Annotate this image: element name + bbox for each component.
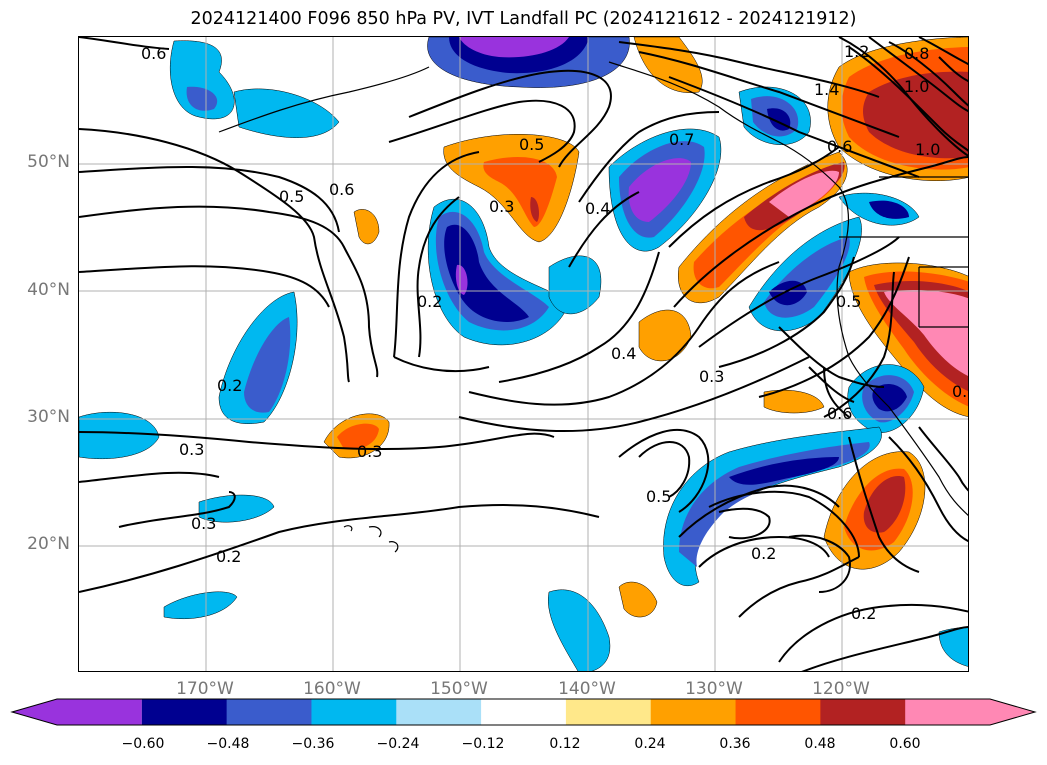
negative-anomaly-area: [444, 224, 529, 322]
lon-label-130w: 130°W: [685, 679, 743, 699]
gridlines: [79, 37, 968, 671]
map-canvas: 0.6 0.5 0.6 0.5 0.3 0.4 0.7 0.2 0.2 0.3 …: [79, 37, 969, 671]
colorbar-swatch: [481, 699, 567, 725]
contour-label: 0.5: [836, 292, 861, 311]
contour-label: 0.3: [952, 382, 969, 401]
negative-anomaly-area: [938, 626, 968, 667]
negative-anomaly-area: [198, 494, 275, 523]
map-panel[interactable]: 0.6 0.5 0.6 0.5 0.3 0.4 0.7 0.2 0.2 0.3 …: [78, 36, 969, 672]
contour-label: 0.2: [851, 604, 876, 623]
contour-label: 0.8: [904, 44, 929, 63]
contour-label: 0.3: [699, 367, 724, 386]
contour-label: 0.5: [279, 187, 304, 206]
colorbar-tick: −0.36: [291, 736, 335, 752]
colorbar-tick: −0.24: [376, 736, 420, 752]
negative-anomaly-area: [163, 591, 238, 620]
contour-label: 0.2: [417, 292, 442, 311]
lon-label-160w: 160°W: [303, 679, 361, 699]
positive-anomaly-area: [863, 476, 906, 533]
positive-anomaly-area: [337, 423, 379, 450]
positive-anomaly-area: [618, 581, 658, 618]
contour-label: 1.2: [844, 42, 869, 61]
lon-label-150w: 150°W: [430, 679, 488, 699]
contour-label: 0.4: [585, 199, 610, 218]
lon-label-140w: 140°W: [558, 679, 616, 699]
colorbar-tick: 0.24: [634, 736, 666, 752]
negative-anomaly-area: [244, 317, 291, 413]
contour-label: 1.4: [814, 80, 839, 99]
contour-label: 0.3: [489, 197, 514, 216]
contour-label: 0.6: [827, 137, 852, 156]
negative-anomaly-area: [455, 264, 468, 295]
positive-anomaly-area: [638, 309, 692, 362]
contour-label-group: 0.6 0.5 0.6 0.5 0.3 0.4 0.7 0.2 0.2 0.3 …: [141, 42, 969, 623]
colorbar-swatch: [226, 699, 312, 725]
negative-anomaly-area: [459, 37, 569, 58]
negative-anomaly-area: [79, 412, 160, 460]
colorbar-tick: 0.12: [549, 736, 581, 752]
shaded-fields: [79, 37, 968, 671]
map-title: 2024121400 F096 850 hPa PV, IVT Landfall…: [190, 9, 857, 29]
contour-label: 0.2: [216, 547, 241, 566]
colorbar-tick: 0.60: [889, 736, 921, 752]
positive-anomaly-area: [769, 170, 839, 217]
contour-label: 0.3: [357, 442, 382, 461]
colorbar-swatch: [141, 699, 228, 725]
contour-label: 0.3: [191, 514, 216, 533]
lat-label-30n: 30°N: [27, 407, 70, 427]
lat-label-50n: 50°N: [27, 152, 70, 172]
negative-anomaly-area: [872, 383, 907, 412]
negative-anomaly-area: [233, 88, 340, 138]
contour-label: 0.2: [751, 544, 776, 563]
negative-anomaly-area: [869, 200, 909, 219]
colorbar-swatch: [311, 699, 397, 725]
negative-anomaly-area: [170, 40, 235, 120]
negative-anomaly-area: [547, 589, 611, 671]
positive-anomaly-area: [863, 71, 968, 159]
lon-label-170w: 170°W: [176, 679, 234, 699]
colorbar-swatch: [12, 699, 142, 725]
colorbar-tick: −0.12: [461, 736, 505, 752]
contour-label: 0.5: [519, 135, 544, 154]
contour-lines: [79, 37, 968, 671]
negative-anomaly-area: [548, 255, 602, 315]
lat-label-20n: 20°N: [27, 534, 70, 554]
contour-label: 0.2: [217, 376, 242, 395]
colorbar-swatch: [565, 699, 652, 725]
contour-label: 0.6: [329, 180, 354, 199]
negative-anomaly-area: [729, 457, 839, 485]
lon-label-120w: 120°W: [812, 679, 870, 699]
positive-anomaly-area: [763, 389, 825, 414]
colorbar-swatch: [650, 699, 737, 725]
contour-label: 1.0: [904, 77, 929, 96]
negative-anomaly-area: [679, 442, 870, 567]
lat-label-40n: 40°N: [27, 280, 70, 300]
colorbar-swatches: [12, 699, 1035, 725]
contour-label: 0.6: [141, 44, 166, 63]
contour-label: 0.4: [611, 344, 636, 363]
colorbar-tick: 0.48: [804, 736, 836, 752]
contour-label: 1.0: [915, 140, 940, 159]
negative-anomaly-area: [186, 86, 218, 111]
colorbar-swatch: [820, 699, 906, 725]
colorbar-swatch: [735, 699, 821, 725]
coastlines: [218, 61, 968, 553]
positive-anomaly-area: [530, 197, 539, 222]
positive-anomaly-area: [353, 209, 380, 245]
colorbar-tick: −0.60: [121, 736, 165, 752]
contour-label: 0.7: [669, 130, 694, 149]
negative-anomaly-area: [628, 158, 691, 222]
positive-anomaly-area: [884, 289, 968, 376]
contour-label: 0.3: [179, 440, 204, 459]
colorbar-swatch: [396, 699, 482, 725]
colorbar-swatch: [905, 699, 1035, 725]
colorbar: [10, 698, 1037, 726]
colorbar-tick: −0.48: [206, 736, 250, 752]
contour-label: 0.5: [646, 487, 671, 506]
colorbar-tick: 0.36: [719, 736, 751, 752]
contour-label: 0.6: [827, 404, 852, 423]
